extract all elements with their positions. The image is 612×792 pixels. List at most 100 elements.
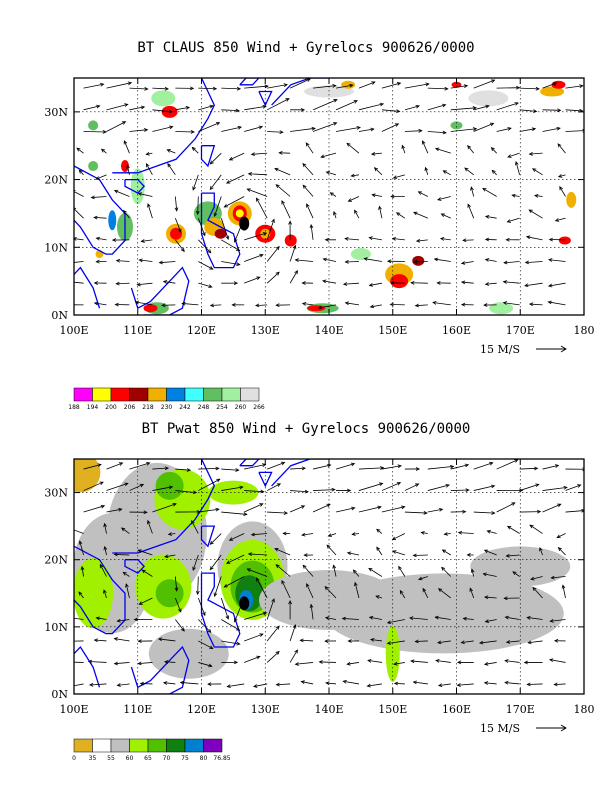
legend-swatch: [166, 738, 186, 753]
wind-vector: [114, 190, 130, 197]
wind-vector: [256, 577, 268, 599]
shaded-region: [489, 302, 514, 315]
legend-label: 60: [126, 755, 134, 762]
wind-vector: [461, 281, 474, 284]
legend-label: 55: [107, 755, 115, 762]
wind-vector: [106, 121, 126, 132]
wind-vector-head: [271, 218, 275, 223]
wind-vector-head: [127, 81, 133, 86]
wind-vector-head: [103, 522, 107, 528]
shaded-region: [450, 121, 463, 130]
wind-vector: [248, 173, 268, 176]
wind-vector-head: [139, 483, 145, 488]
wind-vector-head: [445, 483, 450, 488]
wind-vector: [354, 582, 360, 599]
wind-vector: [175, 106, 190, 111]
wind-vector-head: [526, 615, 531, 620]
wind-vector: [485, 282, 497, 285]
wind-vector: [114, 638, 130, 642]
wind-vector-head: [333, 210, 337, 216]
wind-vector: [129, 462, 150, 470]
wind-vector-head: [557, 547, 562, 552]
lon-label: 120E: [187, 324, 216, 337]
wind-vector-head: [225, 180, 231, 184]
wind-vector: [418, 576, 428, 580]
wind-vector: [290, 127, 316, 132]
coastline: [112, 78, 216, 174]
wind-vector-head: [472, 127, 478, 131]
wind-vector-head: [346, 142, 351, 147]
wind-vector-head: [304, 489, 309, 494]
wind-vector: [123, 210, 130, 219]
wind-vector-head: [262, 104, 267, 109]
legend-label: 218: [142, 404, 154, 411]
wind-vector-head: [369, 638, 375, 642]
wind-vector: [394, 662, 405, 665]
lat-label: 20N: [44, 174, 68, 187]
wind-vector-head: [145, 163, 150, 168]
wind-vector: [274, 548, 291, 556]
wind-vector: [378, 206, 383, 219]
wind-vector: [496, 127, 512, 132]
wind-vector-head: [99, 563, 104, 569]
wind-vector: [266, 246, 280, 262]
wind-vector: [376, 547, 383, 556]
wind-vector-head: [99, 481, 104, 486]
wind-vector-head: [93, 638, 98, 643]
wind-vector-head: [369, 304, 375, 309]
wind-vector-head: [371, 193, 376, 198]
wind-vector-head: [368, 283, 374, 287]
wind-vector-head: [282, 531, 287, 536]
wind-vector-head: [236, 262, 241, 267]
wind-vector-head: [470, 186, 474, 191]
wind-vector-head: [191, 146, 196, 151]
wind-vector-head: [548, 237, 553, 242]
wind-vector-head: [394, 123, 400, 127]
wind-vector: [116, 260, 130, 262]
wind-vector: [152, 486, 173, 491]
wind-vector-head: [236, 86, 242, 91]
wind-vector-head: [420, 531, 425, 535]
wind-vector: [507, 217, 520, 223]
wind-vector-head: [302, 564, 307, 569]
wind-vector: [416, 239, 428, 242]
wind-vector-head: [533, 109, 538, 113]
wind-vector: [392, 533, 406, 540]
wind-vector: [438, 683, 451, 686]
wind-vector-head: [309, 223, 314, 229]
wind-vector: [289, 649, 298, 663]
wind-vector-head: [504, 659, 509, 663]
wind-vector: [387, 640, 405, 644]
wind-vector-head: [478, 640, 484, 645]
wind-vector-head: [415, 483, 420, 487]
wind-vector-head: [506, 219, 511, 223]
wind-vector: [96, 174, 107, 180]
legend-label: 80: [200, 755, 208, 762]
wind-vector: [198, 122, 220, 132]
wind-vector: [174, 576, 178, 591]
wind-vector: [364, 258, 382, 262]
wind-vector-head: [421, 140, 426, 145]
wind-vector: [442, 549, 451, 556]
wind-vector-head: [502, 280, 507, 284]
vector-scale-arrowhead: [560, 345, 567, 353]
shaded-region: [390, 274, 409, 289]
wind-vector: [565, 109, 583, 112]
wind-vector-head: [514, 102, 519, 106]
wind-vector: [396, 212, 406, 219]
wind-vector: [427, 484, 450, 491]
wind-vector-head: [536, 509, 542, 514]
wind-vector-head: [450, 464, 455, 469]
wind-vector: [244, 656, 260, 663]
wind-vector-head: [557, 503, 562, 508]
bottom-map-title: BT Pwat 850 Wind + Gyrelocs 900626/0000: [141, 421, 471, 437]
wind-vector-head: [324, 237, 329, 242]
wind-vector-head: [140, 239, 145, 243]
wind-vector-head: [306, 78, 311, 82]
wind-vector: [559, 186, 566, 197]
wind-vector: [358, 103, 384, 111]
wind-vector: [244, 126, 263, 132]
wind-vector-head: [353, 100, 358, 104]
legend-label: 76.85: [213, 755, 230, 762]
wind-vector-head: [237, 125, 243, 130]
